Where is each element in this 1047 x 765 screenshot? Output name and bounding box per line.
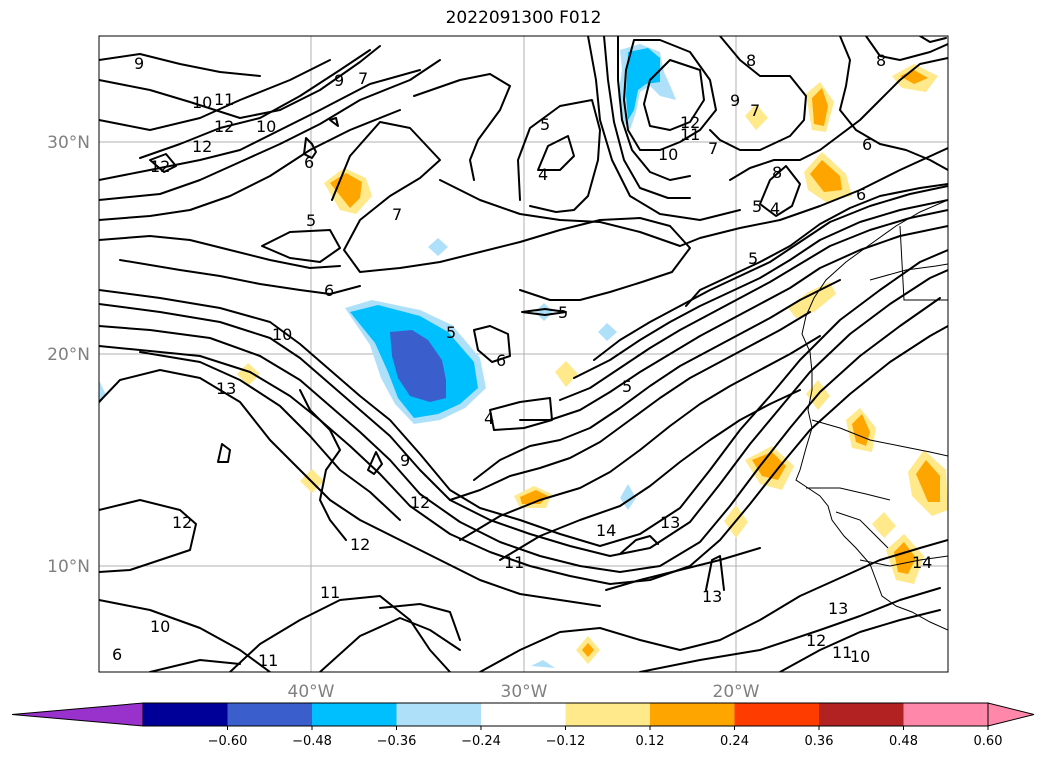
colorbar-tick-label: −0.24 <box>461 734 501 749</box>
lon-labels: 40°W 30°W 20°W <box>288 682 760 702</box>
colorbar-tick-label: 0.48 <box>889 734 918 749</box>
contour-label: 11 <box>832 643 852 662</box>
contour-label: 10 <box>150 617 170 636</box>
contour-label: 6 <box>496 351 506 370</box>
contour-label: 9 <box>400 451 410 470</box>
colorbar-tick-label: −0.60 <box>208 734 248 749</box>
contour-label: 12 <box>150 157 170 176</box>
lat-label-30n: 30°N <box>47 133 90 153</box>
contour-label: 12 <box>192 137 212 156</box>
contour-label: 10 <box>658 145 678 164</box>
contour-label: 7 <box>358 69 368 88</box>
contour-label: 13 <box>216 379 236 398</box>
contour-label: 12 <box>172 513 192 532</box>
colorbar-tick-label: 0.24 <box>720 734 749 749</box>
contour-label: 8 <box>746 51 756 70</box>
contour-label: 14 <box>596 521 616 540</box>
map-frame <box>98 35 949 673</box>
contour-label: 4 <box>770 199 780 218</box>
contour-label: 10 <box>272 325 292 344</box>
contour-label: 6 <box>304 153 314 172</box>
colorbar-tick-label: −0.48 <box>292 734 332 749</box>
contour-label: 6 <box>856 185 866 204</box>
contour-label: 6 <box>862 135 872 154</box>
map-title: 2022091300 F012 <box>445 8 602 28</box>
coastline <box>795 199 948 631</box>
contour-label: 10 <box>256 117 276 136</box>
colorbar-bin <box>396 703 482 726</box>
contour-label: 9 <box>134 54 144 73</box>
contour-label: 5 <box>622 377 632 396</box>
shaded-field <box>99 44 948 668</box>
colorbar-tick-label: −0.36 <box>377 734 417 749</box>
colorbar-bin <box>143 703 228 726</box>
contour-labels: 9 10 11 12 12 12 10 9 7 6 5 5 6 7 10 13 … <box>112 51 932 670</box>
colorbar-tick-label: −0.12 <box>546 734 586 749</box>
colorbar-bin <box>903 703 989 726</box>
contour-label: 7 <box>750 101 760 120</box>
contour-label: 4 <box>484 409 494 428</box>
contour-label: 6 <box>324 281 334 300</box>
contour-label: 9 <box>730 91 740 110</box>
contour-label: 11 <box>320 583 340 602</box>
contour-label: 13 <box>828 599 848 618</box>
contour-label: 5 <box>558 303 568 322</box>
colorbar-tick-label: 0.12 <box>636 734 665 749</box>
colorbar-under-extension <box>11 702 144 727</box>
contour-label: 8 <box>772 163 782 182</box>
contour-label: 14 <box>912 553 932 572</box>
contour-label: 10 <box>192 93 212 112</box>
lon-label-20w: 20°W <box>713 682 760 702</box>
contour-label: 5 <box>306 211 316 230</box>
contour-label: 11 <box>258 651 278 670</box>
contour-label: 12 <box>214 117 234 136</box>
contour-label: 10 <box>850 647 870 666</box>
colorbar-bin <box>819 703 904 726</box>
colorbar-bin <box>734 703 820 726</box>
contour-label: 13 <box>702 587 722 606</box>
contour-label: 4 <box>538 165 548 184</box>
lat-label-10n: 10°N <box>47 557 90 577</box>
contour-label: 5 <box>446 323 456 342</box>
contour-label: 5 <box>752 197 762 216</box>
contour-label: 11 <box>214 90 234 109</box>
colorbar-tick-label: 0.60 <box>974 734 1003 749</box>
contour-label: 12 <box>806 631 826 650</box>
colorbar: −0.60 −0.48 −0.36 −0.24 −0.12 0.12 0.24 0.36 0.4… <box>11 702 1035 749</box>
lat-labels: 30°N 20°N 10°N <box>47 133 90 577</box>
colorbar-bin <box>227 703 313 726</box>
contour-lines <box>99 36 948 672</box>
colorbar-bin <box>565 703 651 726</box>
lon-label-40w: 40°W <box>288 682 335 702</box>
colorbar-bin <box>650 703 735 726</box>
colorbar-bin <box>481 703 566 726</box>
contour-label: 6 <box>112 645 122 664</box>
contour-label: 12 <box>350 535 370 554</box>
contour-label: 7 <box>392 205 402 224</box>
lon-label-30w: 30°W <box>501 682 548 702</box>
contour-label: 11 <box>680 125 700 144</box>
colorbar-bin <box>312 703 397 726</box>
contour-label: 12 <box>680 113 700 132</box>
contour-label: 12 <box>410 493 430 512</box>
colorbar-tick-label: 0.36 <box>805 734 834 749</box>
contour-label: 5 <box>540 115 550 134</box>
lat-label-20n: 20°N <box>47 345 90 365</box>
contour-label: 11 <box>504 553 524 572</box>
contour-label: 8 <box>876 51 886 70</box>
contour-label: 5 <box>748 249 758 268</box>
colorbar-over-extension <box>987 702 1035 727</box>
contour-label: 9 <box>334 71 344 90</box>
contour-label: 7 <box>708 139 718 158</box>
contour-label: 13 <box>660 513 680 532</box>
